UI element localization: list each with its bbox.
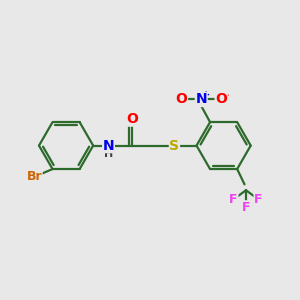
Text: H: H	[104, 149, 114, 159]
Text: +: +	[202, 90, 210, 100]
Text: O: O	[126, 112, 138, 126]
Text: O: O	[175, 92, 187, 106]
Text: F: F	[230, 193, 238, 206]
Text: F: F	[254, 193, 262, 206]
Text: -: -	[224, 88, 229, 101]
Text: F: F	[242, 201, 250, 214]
Text: N: N	[195, 92, 207, 106]
Text: N: N	[103, 139, 114, 153]
Text: O: O	[215, 92, 227, 106]
Text: Br: Br	[26, 170, 42, 183]
Text: S: S	[169, 139, 179, 153]
